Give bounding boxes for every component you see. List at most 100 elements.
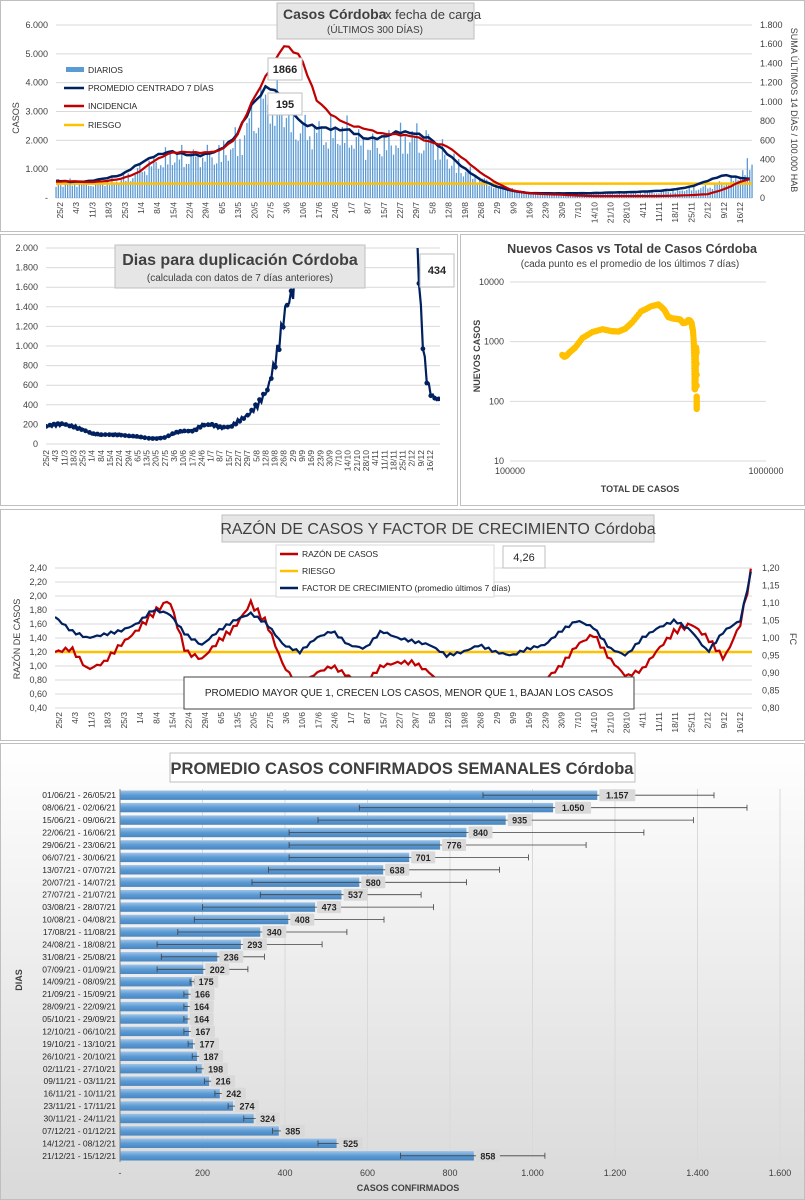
chart-1-xtick: 25/3 [120, 202, 130, 219]
bar-value-label: 177 [199, 1039, 214, 1049]
chart-2-xtick: 16/9 [306, 450, 316, 467]
chart-2-ytick: 1.400 [15, 302, 38, 312]
category-label: 31/08/21 - 25/08/21 [42, 952, 116, 962]
chart-1-xtick: 29/7 [411, 202, 421, 219]
category-label: 09/11/21 - 03/11/21 [44, 1076, 117, 1086]
line-promedio [55, 84, 750, 195]
bar-value-label: 537 [348, 890, 363, 900]
bar-diarios [525, 193, 527, 198]
point-duplicacion [87, 430, 92, 435]
chart-2-title: Dias para duplicación Córdoba [122, 252, 358, 269]
bar-diarios [618, 191, 620, 198]
chart-2-ytick: 2.000 [15, 243, 38, 253]
bar-diarios [120, 179, 122, 198]
bar-diarios [379, 153, 381, 198]
bar-diarios [493, 188, 495, 198]
chart-4-y2tick: 1,10 [762, 598, 780, 608]
point-nuevos-casos [693, 349, 700, 356]
chart-5-xlabel: CASOS CONFIRMADOS [357, 1183, 460, 1193]
bar-label-box [290, 913, 315, 926]
bar-value-label: 1.050 [562, 803, 585, 813]
bar-label-box [317, 901, 342, 914]
chart-4-xtick: 10/6 [297, 712, 307, 729]
chart-1-xtick: 10/6 [298, 202, 308, 219]
bar-diarios [660, 190, 662, 198]
bar-diarios [681, 190, 683, 198]
bar-diarios [125, 180, 127, 198]
chart-razon-casos: 0,40 0,60 0,80 1,00 1,20 1,40 1,60 1,80 2,00 2,20… [0, 509, 805, 741]
point-duplicacion [261, 391, 266, 397]
chart-4-ytick: 1,60 [29, 619, 47, 629]
bar-diarios [115, 181, 118, 198]
bar-label-box [468, 826, 493, 839]
point-duplicacion [110, 432, 116, 438]
bar-diarios [469, 166, 471, 198]
point-duplicacion [59, 421, 65, 427]
legend-fc: FACTOR DE CRECIMIENTO (promedio últimos … [302, 583, 511, 593]
bar-label-box [194, 975, 219, 988]
bar-diarios [451, 165, 453, 198]
chart-5-xtick: 400 [277, 1168, 292, 1178]
bar-diarios [283, 127, 285, 198]
point-duplicacion [201, 422, 207, 428]
bar-diarios [337, 143, 339, 198]
point-duplicacion [265, 387, 270, 393]
bar-diarios [69, 178, 71, 198]
bar-value-label: 166 [195, 990, 210, 1000]
bar-diarios [541, 193, 544, 198]
chart-3-subtitle: (cada punto es el promedio de los último… [521, 259, 739, 270]
chart-2-xtick: 12/8 [260, 450, 270, 467]
bar-diarios [495, 182, 497, 198]
chart-4-xtick: 9/12 [719, 712, 729, 729]
category-label: 07/12/21 - 01/12/21 [42, 1126, 116, 1136]
bar-diarios [679, 190, 681, 198]
bar-diarios [248, 118, 250, 198]
bar-value-label: 858 [480, 1151, 495, 1161]
chart-2-xtick: 8/7 [215, 450, 225, 462]
chart-2-ytick: 800 [23, 361, 38, 371]
bar-value-label: 198 [208, 1064, 223, 1074]
chart-2-xtick: 25/2 [41, 450, 51, 467]
chart-4-xtick: 6/5 [216, 712, 226, 724]
chart-4-xtick: 21/10 [605, 712, 615, 734]
bar-diarios [500, 186, 502, 198]
point-duplicacion [221, 424, 227, 430]
chart-4-y2tick: 0,95 [762, 651, 780, 661]
chart-5-title-box [169, 752, 636, 783]
bar-diarios [195, 156, 197, 198]
chart-1-ytick: 4.000 [25, 78, 48, 88]
bar-diarios [95, 178, 97, 198]
bar-diarios [399, 122, 402, 198]
point-nuevos-casos [693, 405, 700, 413]
bar-diarios [167, 164, 169, 198]
bar-diarios [71, 185, 73, 198]
point-duplicacion [197, 424, 203, 430]
chart-5-ylabel: DIAS [14, 969, 24, 991]
chart-2-xtick: 16/12 [425, 450, 435, 472]
chart-4-xtick: 8/7 [362, 712, 372, 724]
point-duplicacion [138, 434, 144, 440]
bar-value-label: 242 [226, 1089, 241, 1099]
category-label: 17/08/21 - 11/08/21 [43, 927, 116, 937]
bar-diarios [444, 154, 446, 198]
bar-diarios [78, 182, 80, 198]
chart-1-xtick: 3/6 [282, 202, 292, 214]
bar-diarios [649, 191, 651, 198]
chart-4-xtick: 8/4 [151, 712, 161, 724]
chart-1-xtick: 14/10 [589, 202, 599, 224]
chart-2-xtick: 15/7 [224, 450, 234, 467]
bar-semanal [120, 1014, 188, 1024]
bar-diarios [239, 138, 241, 198]
bar-semanal [120, 852, 410, 863]
point-duplicacion [245, 412, 251, 418]
category-label: 24/08/21 - 18/08/21 [42, 939, 116, 949]
bar-diarios [723, 185, 725, 198]
chart-1-xtick: 18/3 [104, 202, 114, 219]
category-label: 27/07/21 - 21/07/21 [42, 890, 116, 900]
bar-diarios [409, 142, 411, 198]
bar-diarios [437, 146, 439, 198]
bar-value-label: 840 [473, 828, 488, 838]
point-duplicacion [91, 431, 96, 436]
bar-label-box [199, 1050, 224, 1063]
category-label: 14/09/21 - 08/09/21 [42, 977, 116, 987]
